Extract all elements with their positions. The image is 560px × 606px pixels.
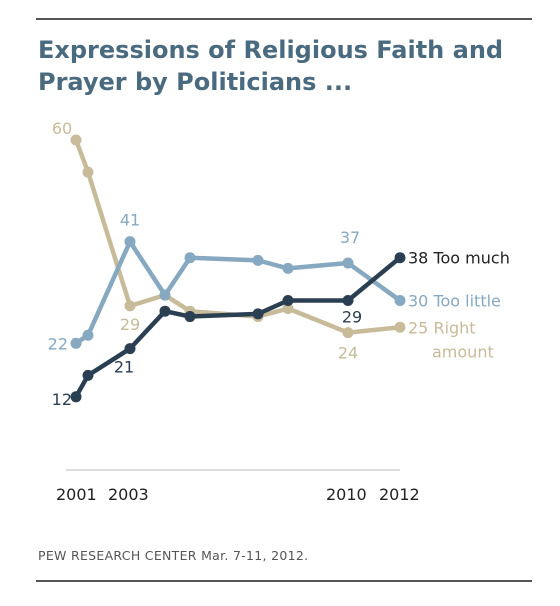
- data-point: [394, 252, 406, 264]
- data-point: [82, 369, 94, 381]
- data-point: [70, 134, 82, 146]
- data-point: [184, 311, 196, 323]
- series-label-too-much: 38 Too much: [408, 249, 510, 268]
- data-point: [342, 327, 354, 339]
- data-point: [70, 337, 82, 349]
- data-point: [159, 289, 171, 301]
- data-point: [282, 303, 294, 315]
- data-label: 37: [340, 228, 360, 247]
- x-tick-label: 2010: [326, 485, 367, 504]
- data-label: 12: [52, 390, 72, 409]
- data-point: [394, 295, 406, 306]
- data-label: 60: [52, 119, 72, 138]
- data-point: [124, 343, 136, 355]
- data-point: [394, 321, 406, 333]
- source-note: PEW RESEARCH CENTER Mar. 7-11, 2012.: [38, 548, 309, 563]
- data-point: [282, 295, 294, 306]
- chart-title: Expressions of Religious Faith and Praye…: [38, 36, 504, 96]
- x-tick-label: 2001: [56, 485, 97, 504]
- data-point: [159, 305, 171, 317]
- data-label: 29: [120, 315, 140, 334]
- data-point: [124, 300, 136, 312]
- data-label: 22: [48, 334, 68, 353]
- data-point: [252, 254, 264, 266]
- data-point: [184, 252, 196, 264]
- data-label: 29: [342, 308, 362, 327]
- data-label: 41: [120, 211, 140, 230]
- series-too-much: 12 21 29: [52, 252, 406, 409]
- series-label-right-amount-line2: amount: [432, 342, 494, 361]
- data-point: [70, 391, 82, 403]
- x-tick-labels: 2001 2003 2010 2012: [56, 485, 420, 504]
- data-point: [82, 329, 94, 341]
- x-tick-label: 2012: [379, 485, 420, 504]
- series-label-too-little: 30 Too little: [408, 292, 501, 311]
- data-point: [282, 262, 294, 274]
- bottom-rule: [36, 580, 532, 582]
- data-label: 24: [338, 344, 358, 363]
- data-point: [252, 308, 264, 320]
- data-label: 21: [114, 358, 134, 377]
- x-tick-label: 2003: [108, 485, 149, 504]
- data-point: [124, 236, 136, 248]
- data-point: [342, 257, 354, 269]
- series-layer: 60 29 24 22 41 37 12 21 29 38 Too much 30 Too litt…: [48, 119, 510, 409]
- data-point: [342, 295, 354, 306]
- data-point: [82, 166, 94, 178]
- series-too-little: 22 41 37: [48, 211, 406, 353]
- series-label-right-amount: 25 Right: [408, 318, 476, 337]
- top-rule: [36, 18, 532, 20]
